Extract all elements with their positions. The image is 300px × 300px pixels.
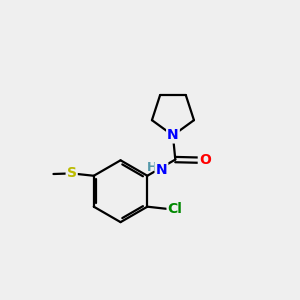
Text: N: N: [156, 163, 167, 177]
Text: N: N: [167, 128, 179, 142]
Text: S: S: [67, 167, 77, 180]
Text: Cl: Cl: [168, 202, 182, 216]
Text: O: O: [199, 153, 211, 167]
Text: H: H: [147, 161, 157, 174]
